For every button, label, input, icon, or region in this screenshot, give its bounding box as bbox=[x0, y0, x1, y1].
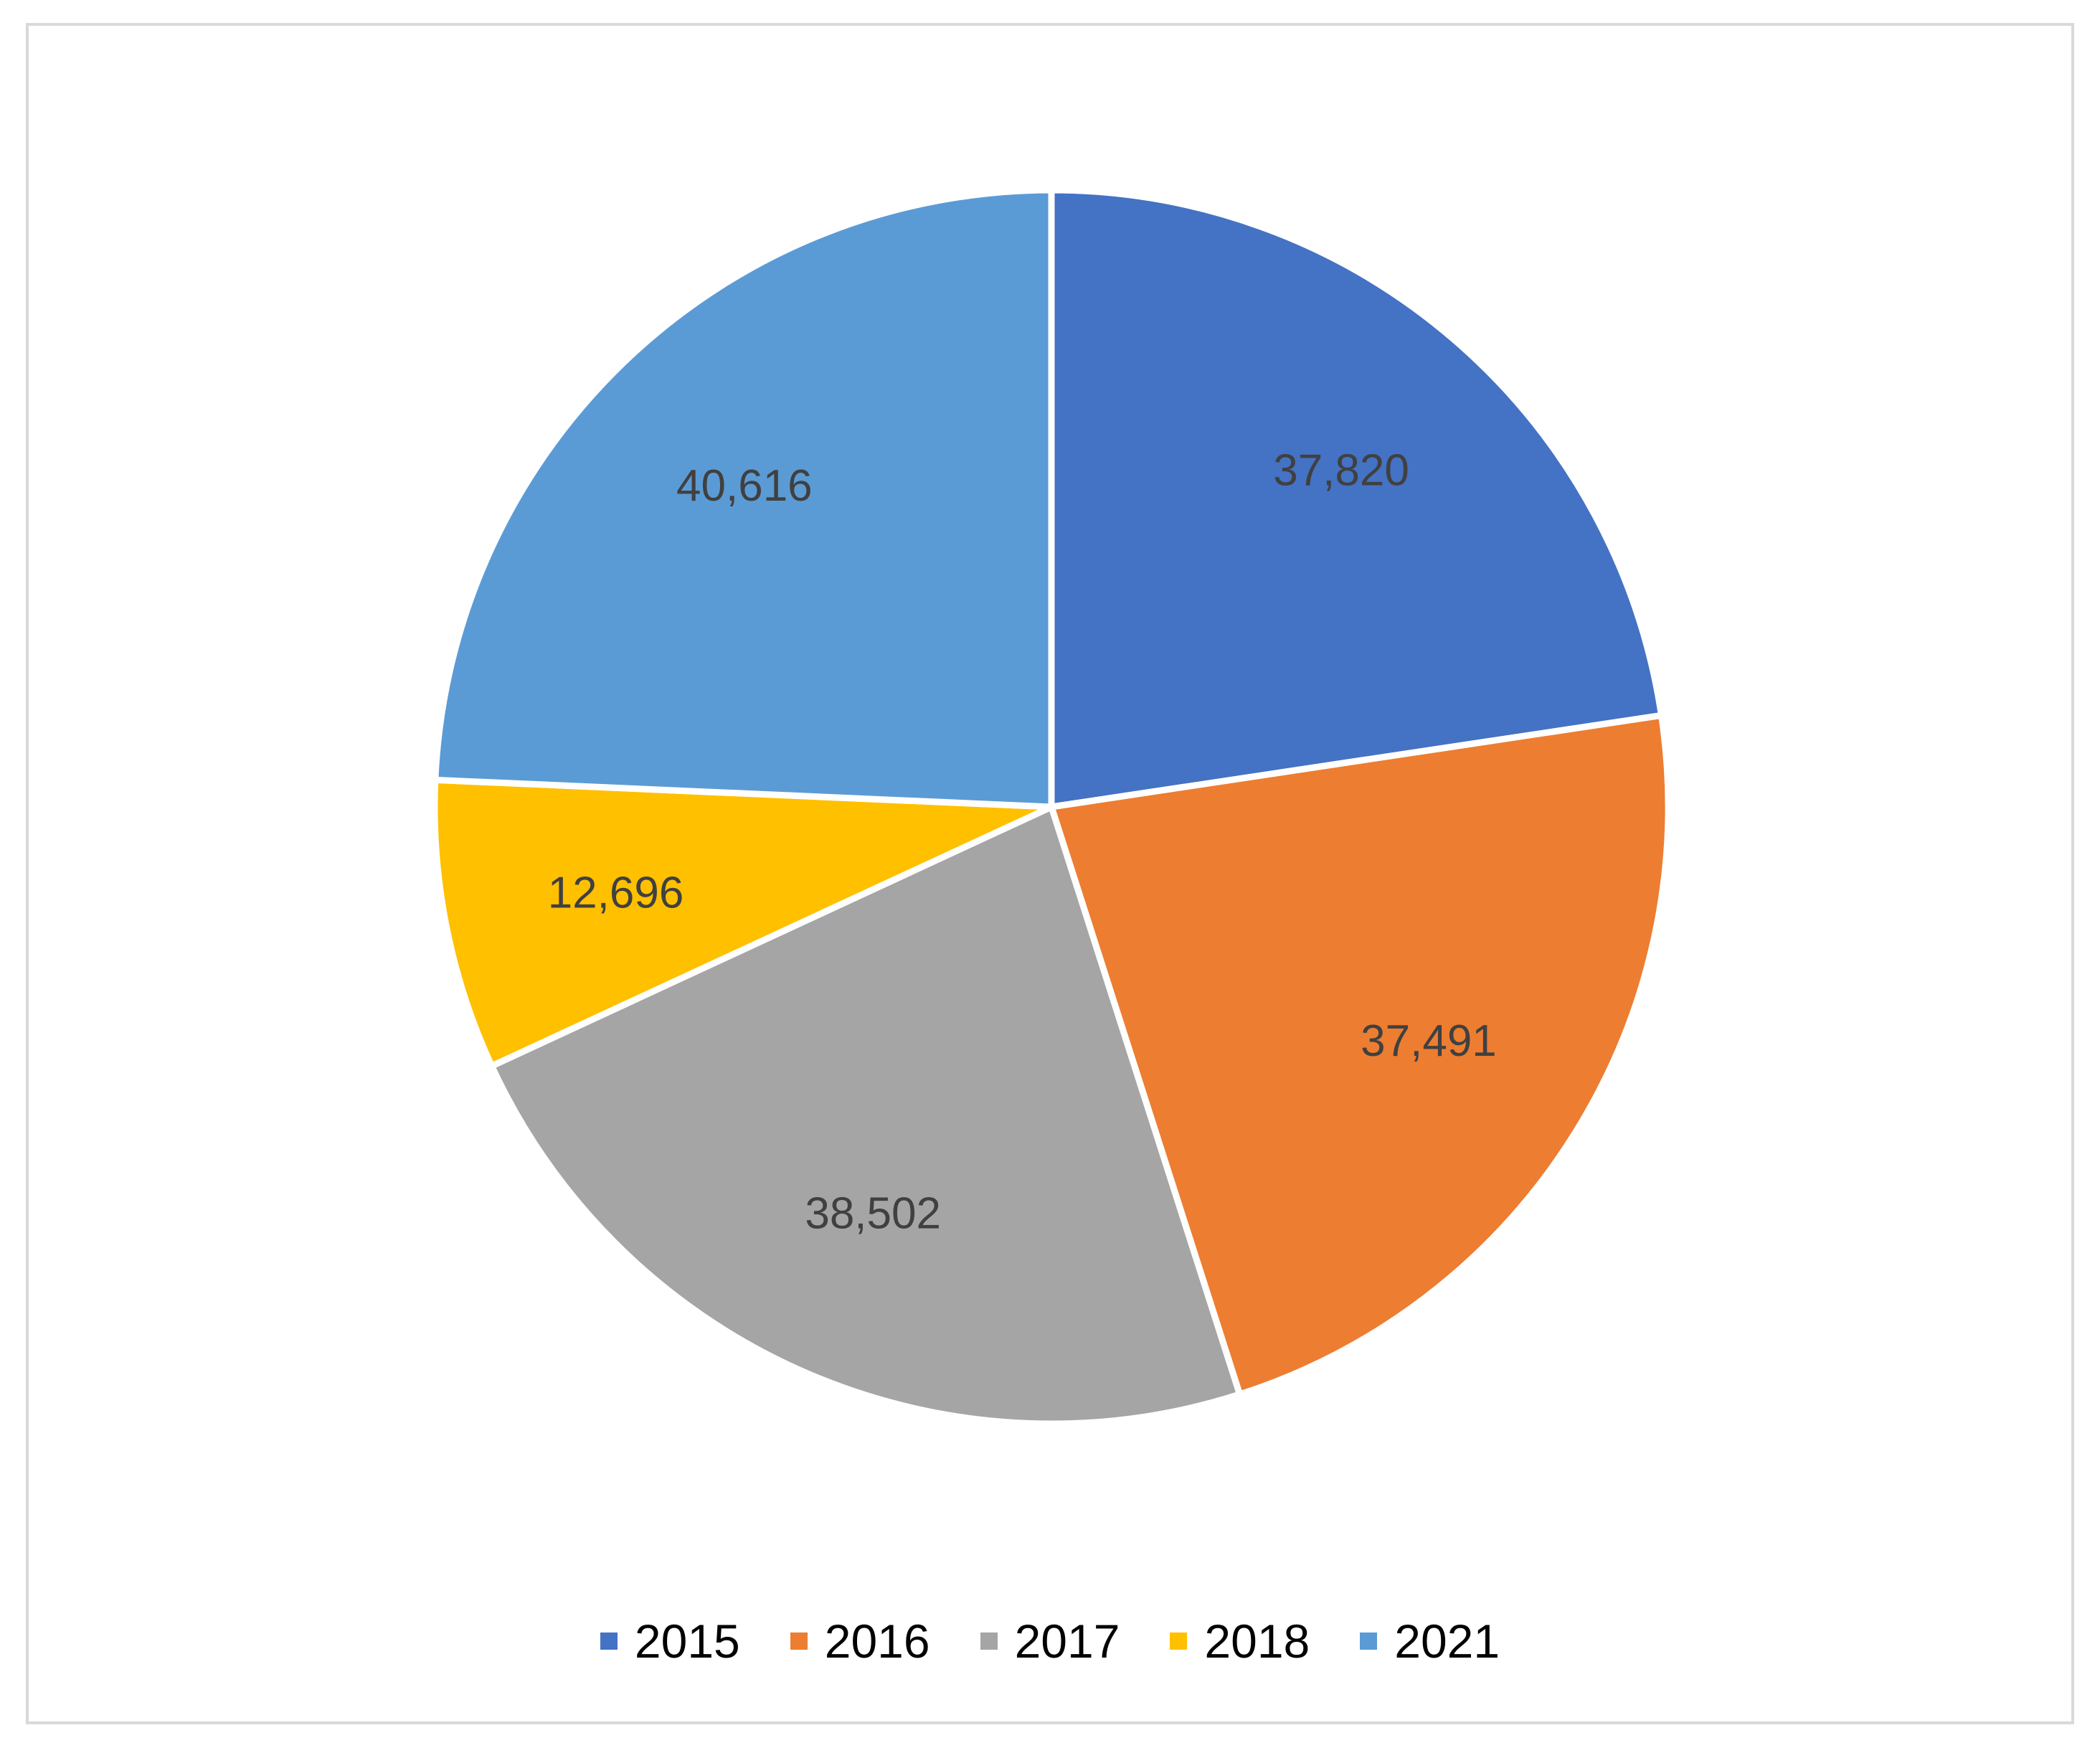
legend-label-2016: 2016 bbox=[824, 1615, 930, 1668]
data-label-2015: 37,820 bbox=[1273, 445, 1409, 495]
legend-item-2015: 2015 bbox=[600, 1617, 740, 1665]
pie-slice-2016 bbox=[1048, 712, 1672, 1398]
pie-data-labels: 37,820 37,491 38,502 12,696 40,616 bbox=[548, 445, 1497, 1238]
legend-label-2021: 2021 bbox=[1394, 1615, 1500, 1668]
legend-swatch-2018 bbox=[1170, 1632, 1188, 1650]
legend-label-2015: 2015 bbox=[634, 1615, 740, 1668]
legend: 2015 2016 2017 2018 2021 bbox=[0, 1617, 2100, 1665]
pie-slice-2015 bbox=[1048, 186, 1665, 811]
data-label-2018: 12,696 bbox=[548, 868, 684, 917]
data-label-2017: 38,502 bbox=[805, 1189, 941, 1239]
pie-slices bbox=[431, 186, 1672, 1427]
pie-slice-2018 bbox=[431, 776, 1055, 1069]
pie-slice-2017 bbox=[488, 803, 1244, 1427]
data-label-2016: 37,491 bbox=[1361, 1016, 1497, 1066]
legend-item-2017: 2017 bbox=[980, 1617, 1120, 1665]
legend-swatch-2021 bbox=[1360, 1632, 1378, 1650]
legend-swatch-2016 bbox=[790, 1632, 808, 1650]
legend-label-2018: 2018 bbox=[1204, 1615, 1310, 1668]
legend-label-2017: 2017 bbox=[1014, 1615, 1120, 1668]
pie-slice-2021 bbox=[432, 186, 1055, 811]
legend-item-2018: 2018 bbox=[1170, 1617, 1310, 1665]
legend-item-2016: 2016 bbox=[790, 1617, 930, 1665]
legend-swatch-2017 bbox=[980, 1632, 998, 1650]
legend-swatch-2015 bbox=[600, 1632, 618, 1650]
data-label-2021: 40,616 bbox=[676, 461, 813, 511]
legend-item-2021: 2021 bbox=[1360, 1617, 1500, 1665]
